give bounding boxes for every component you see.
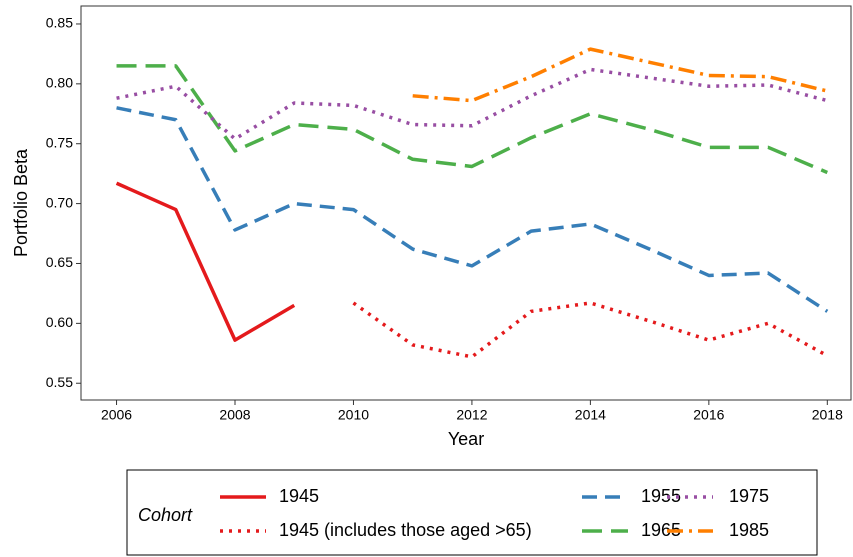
y-tick-label: 0.65	[46, 254, 73, 270]
x-tick-label: 2012	[456, 407, 487, 423]
series-line	[116, 64, 828, 175]
legend-label: 1945	[279, 486, 319, 506]
y-tick-label: 0.75	[46, 134, 73, 150]
x-tick-label: 2006	[101, 407, 132, 423]
y-tick-label: 0.60	[46, 314, 73, 330]
x-tick-label: 2016	[693, 407, 724, 423]
x-tick-label: 2010	[338, 407, 369, 423]
plot-frame	[80, 5, 852, 401]
y-axis-label: Portfolio Beta	[11, 148, 31, 257]
series-line	[352, 301, 829, 359]
y-tick-label: 0.80	[46, 75, 73, 91]
y-tick-label: 0.70	[46, 194, 73, 210]
x-tick-label: 2014	[575, 407, 606, 423]
legend-label: 1965	[641, 520, 681, 540]
legend-label: 1955	[641, 486, 681, 506]
legend-label: 1975	[729, 486, 769, 506]
series-line	[116, 67, 828, 141]
legend-label: 1985	[729, 520, 769, 540]
legend-title: Cohort	[138, 505, 193, 525]
legend-label: 1945 (includes those aged >65)	[279, 520, 532, 540]
x-axis-label: Year	[448, 429, 484, 449]
x-tick-label: 2018	[812, 407, 843, 423]
series-line	[116, 106, 829, 313]
series-line	[115, 181, 296, 342]
series-line	[412, 47, 828, 103]
y-tick-label: 0.55	[46, 374, 73, 390]
x-tick-label: 2008	[219, 407, 250, 423]
legend-box	[126, 469, 818, 556]
y-tick-label: 0.85	[46, 15, 73, 31]
